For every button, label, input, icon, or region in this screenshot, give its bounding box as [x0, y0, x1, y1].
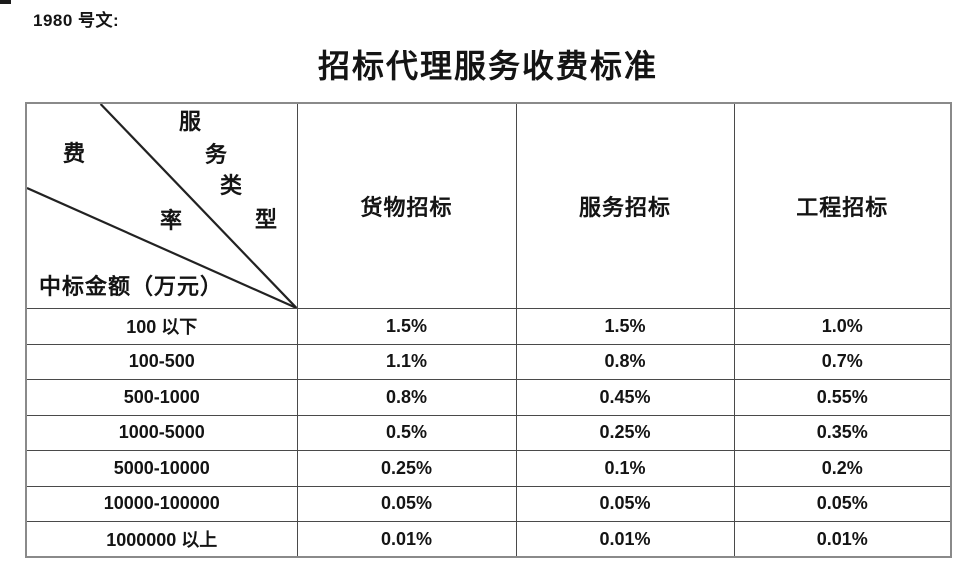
- rate-cell: 1.1%: [296, 343, 517, 380]
- fee-standard-table: 费 率 服 务 类 型 中标金额（万元） 货物招标 服务招标 工程招标 100 …: [25, 102, 952, 558]
- amount-range-cell: 100-500: [25, 343, 298, 380]
- rate-cell: 0.05%: [733, 485, 952, 522]
- diagonal-header-cell: 费 率 服 务 类 型 中标金额（万元）: [25, 102, 298, 309]
- rate-cell: 0.05%: [296, 485, 517, 522]
- service-type-char-2: 务: [205, 142, 228, 167]
- diagonal-header-content: 费 率 服 务 类 型 中标金额（万元）: [27, 104, 297, 308]
- amount-axis-label: 中标金额（万元）: [39, 274, 224, 299]
- rate-cell: 0.01%: [515, 521, 735, 558]
- rate-cell: 0.2%: [733, 450, 952, 487]
- amount-range-cell: 500-1000: [25, 379, 298, 416]
- diagonal-split-lines: [27, 104, 297, 308]
- table-row: 1000-5000 0.5% 0.25% 0.35%: [25, 414, 952, 451]
- amount-range-cell: 1000000 以上: [25, 521, 298, 558]
- table-row: 100-500 1.1% 0.8% 0.7%: [25, 343, 952, 380]
- amount-range-cell: 1000-5000: [25, 414, 298, 451]
- rate-cell: 0.01%: [296, 521, 517, 558]
- table-row: 100 以下 1.5% 1.5% 1.0%: [25, 308, 952, 345]
- column-header-goods: 货物招标: [296, 102, 517, 309]
- amount-range-cell: 10000-100000: [25, 485, 298, 522]
- rate-cell: 0.7%: [733, 343, 952, 380]
- service-type-char-4: 型: [255, 207, 278, 232]
- service-type-char-1: 服: [179, 109, 202, 134]
- rate-cell: 0.8%: [296, 379, 517, 416]
- rate-cell: 1.5%: [296, 308, 517, 345]
- table-row: 10000-100000 0.05% 0.05% 0.05%: [25, 485, 952, 522]
- scan-artifact-mark: [0, 0, 11, 4]
- column-header-works: 工程招标: [733, 102, 952, 309]
- fee-rate-char-1: 费: [63, 141, 86, 166]
- table-row: 1000000 以上 0.01% 0.01% 0.01%: [25, 521, 952, 558]
- rate-cell: 0.1%: [515, 450, 735, 487]
- table-row: 500-1000 0.8% 0.45% 0.55%: [25, 379, 952, 416]
- rate-cell: 0.8%: [515, 343, 735, 380]
- rate-cell: 0.55%: [733, 379, 952, 416]
- amount-range-cell: 100 以下: [25, 308, 298, 345]
- column-header-services: 服务招标: [515, 102, 735, 309]
- rate-cell: 0.25%: [515, 414, 735, 451]
- document-reference: 1980 号文:: [33, 11, 120, 30]
- rate-cell: 0.25%: [296, 450, 517, 487]
- page-title: 招标代理服务收费标准: [317, 48, 658, 84]
- rate-cell: 0.45%: [515, 379, 735, 416]
- rate-cell: 0.05%: [515, 485, 735, 522]
- rate-cell: 0.35%: [733, 414, 952, 451]
- table-header-row: 费 率 服 务 类 型 中标金额（万元） 货物招标 服务招标 工程招标: [25, 102, 952, 309]
- rate-cell: 0.01%: [733, 521, 952, 558]
- rate-cell: 1.0%: [733, 308, 952, 345]
- service-type-char-3: 类: [220, 173, 243, 198]
- rate-cell: 0.5%: [296, 414, 517, 451]
- table-row: 5000-10000 0.25% 0.1% 0.2%: [25, 450, 952, 487]
- amount-range-cell: 5000-10000: [25, 450, 298, 487]
- fee-rate-char-2: 率: [160, 208, 183, 233]
- rate-cell: 1.5%: [515, 308, 735, 345]
